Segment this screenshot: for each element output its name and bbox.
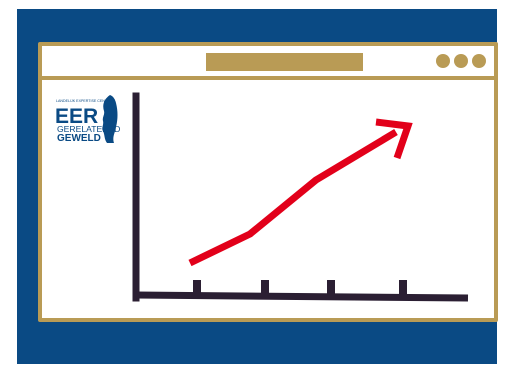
logo-line2: GERELATEERD (57, 124, 120, 134)
window-dot-3 (472, 54, 486, 68)
logo-line1: EER (55, 105, 98, 128)
eer-gerelateerd-geweld-logo: LANDELIJK EXPERTISE CENTRUM EER GERELATE… (55, 95, 120, 144)
x-axis-tick (261, 280, 269, 295)
x-axis-tick (193, 280, 201, 295)
x-axis-tick (399, 280, 407, 295)
x-axis (135, 291, 469, 302)
window-dot-1 (436, 54, 450, 68)
window-title-bar (42, 46, 494, 80)
x-axis-tick (327, 280, 335, 295)
head-silhouette-icon (102, 95, 118, 143)
logo-line3: GEWELD (57, 133, 101, 144)
trend-up-arrow-icon (375, 118, 413, 160)
browser-window (38, 42, 498, 322)
window-dot-2 (454, 54, 468, 68)
trend-up-line (188, 128, 398, 267)
address-bar (206, 53, 363, 71)
logo-tagline: LANDELIJK EXPERTISE CENTRUM (56, 99, 115, 103)
